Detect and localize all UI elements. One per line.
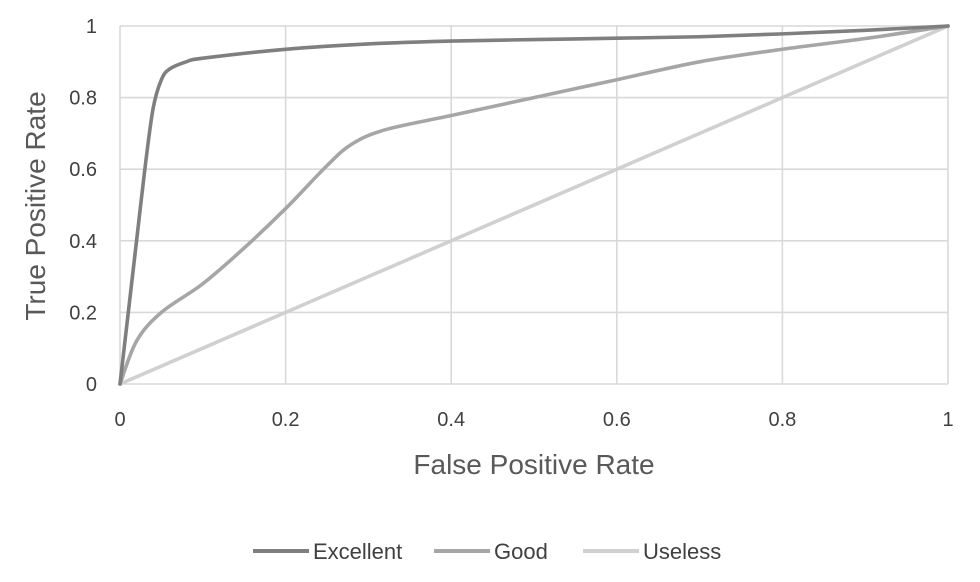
series-line-good xyxy=(118,24,950,386)
y-axis-title: True Positive Rate xyxy=(20,91,51,320)
y-tick-label: 1 xyxy=(86,16,97,38)
gridlines xyxy=(119,25,949,385)
y-tick-label: 0.8 xyxy=(69,88,97,110)
y-tick-label: 0.6 xyxy=(69,159,97,181)
y-tick-label: 0.2 xyxy=(69,302,97,324)
tick-labels: 0 0.2 0.4 0.6 0.8 1 0 0.2 0.4 0.6 0.8 1 xyxy=(69,16,953,431)
series-line-useless xyxy=(118,24,950,386)
legend-label-useless: Useless xyxy=(643,539,721,564)
x-tick-label: 0 xyxy=(114,409,125,431)
x-tick-label: 0.2 xyxy=(272,409,300,431)
legend-label-excellent: Excellent xyxy=(313,539,402,564)
x-tick-label: 1 xyxy=(942,409,953,431)
x-tick-label: 0.6 xyxy=(603,409,631,431)
legend: Excellent Good Useless xyxy=(253,539,721,564)
x-tick-label: 0.4 xyxy=(437,409,465,431)
series-line-excellent xyxy=(118,24,950,386)
y-tick-label: 0 xyxy=(86,374,97,396)
y-tick-label: 0.4 xyxy=(69,231,97,253)
x-tick-label: 0.8 xyxy=(768,409,796,431)
legend-label-good: Good xyxy=(494,539,548,564)
series-lines xyxy=(118,24,950,386)
x-axis-title: False Positive Rate xyxy=(413,449,654,480)
